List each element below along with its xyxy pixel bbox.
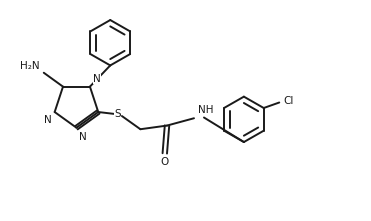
Text: N: N: [93, 74, 101, 84]
Text: O: O: [161, 157, 169, 167]
Text: NH: NH: [198, 105, 213, 115]
Text: S: S: [114, 109, 121, 119]
Text: N: N: [79, 132, 87, 142]
Text: N: N: [44, 115, 52, 125]
Text: H₂N: H₂N: [20, 61, 39, 70]
Text: Cl: Cl: [283, 96, 293, 106]
